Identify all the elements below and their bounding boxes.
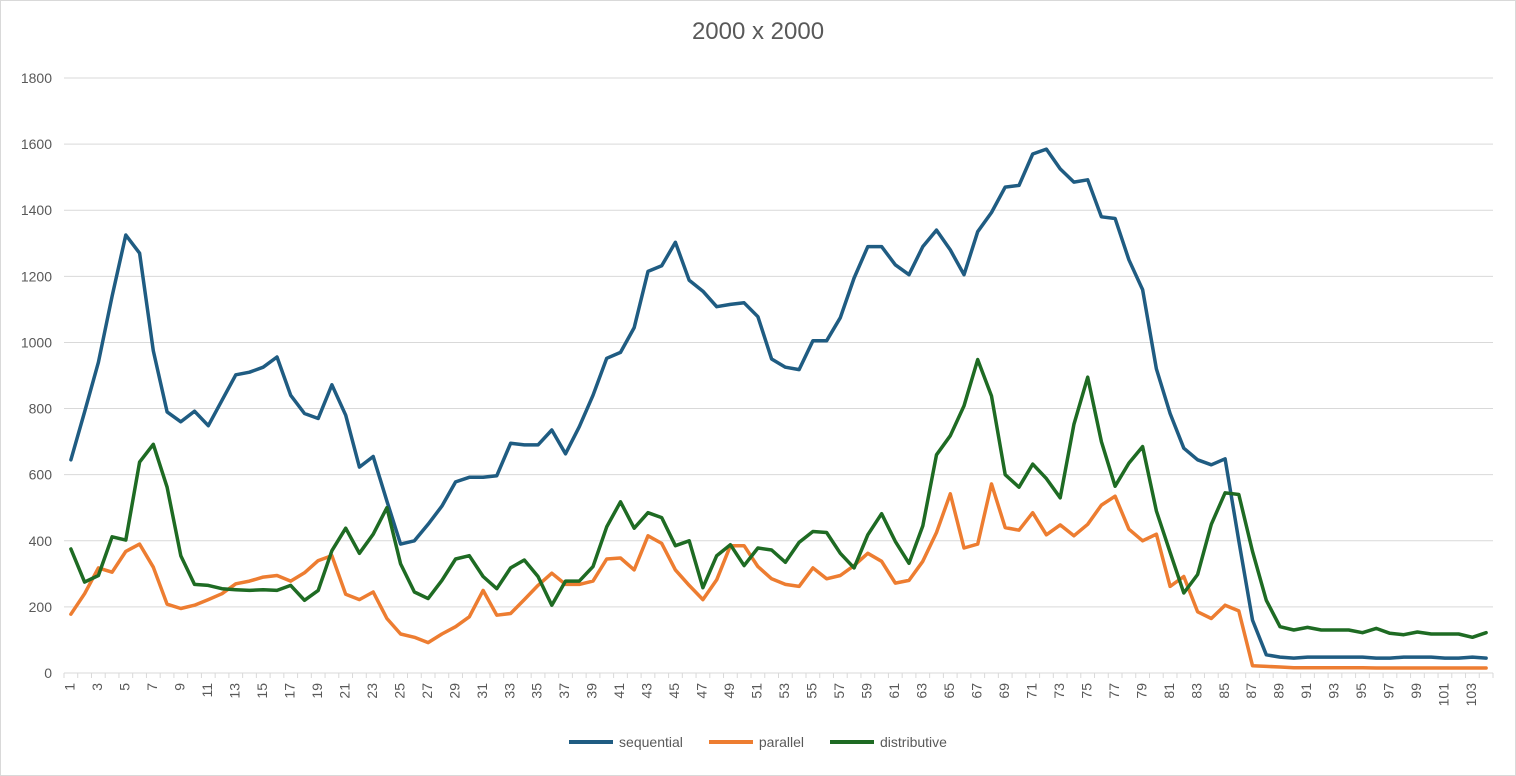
x-tick-label: 21: [336, 683, 352, 699]
x-tick-label: 43: [639, 683, 655, 699]
x-tick-label: 27: [419, 683, 435, 699]
x-tick-label: 3: [89, 683, 105, 691]
x-tick-label: 61: [886, 683, 902, 699]
x-tick-label: 45: [666, 683, 682, 699]
x-tick-label: 11: [199, 683, 215, 698]
legend: sequential parallel distributive: [0, 734, 1516, 750]
x-tick-label: 17: [281, 683, 297, 699]
x-tick-label: 93: [1326, 683, 1342, 699]
x-tick-label: 77: [1106, 683, 1122, 699]
legend-label: distributive: [880, 734, 947, 750]
y-tick-label: 1400: [21, 202, 52, 218]
legend-item-distributive: distributive: [830, 734, 947, 750]
y-tick-label: 1800: [21, 70, 52, 86]
y-tick-label: 1000: [21, 334, 52, 350]
series-line-distributive: [69, 357, 1488, 640]
legend-swatch: [708, 740, 753, 744]
y-tick-label: 1200: [21, 268, 52, 284]
x-tick-label: 53: [776, 683, 792, 699]
x-tick-label: 33: [501, 683, 517, 699]
x-tick-label: 79: [1133, 683, 1149, 699]
x-tick-label: 65: [941, 683, 957, 699]
x-tick-label: 71: [1023, 683, 1039, 699]
x-tick-label: 63: [913, 683, 929, 699]
x-tick-label: 67: [968, 683, 984, 699]
legend-label: sequential: [619, 734, 683, 750]
y-tick-label: 0: [44, 665, 52, 681]
x-tick-label: 39: [584, 683, 600, 699]
x-tick-label: 47: [694, 683, 710, 699]
x-tick-label: 23: [364, 683, 380, 699]
y-tick-label: 400: [29, 533, 53, 549]
x-tick-label: 1: [62, 683, 78, 691]
x-tick-label: 35: [529, 683, 545, 699]
legend-swatch: [830, 740, 875, 744]
x-tick-label: 99: [1408, 683, 1424, 699]
x-tick-label: 101: [1436, 683, 1452, 707]
x-tick-label: 89: [1271, 683, 1287, 699]
x-tick-label: 95: [1353, 683, 1369, 699]
x-tick-label: 19: [309, 683, 325, 699]
y-tick-label: 200: [29, 599, 53, 615]
x-tick-label: 57: [831, 683, 847, 699]
legend-label: parallel: [758, 734, 805, 750]
x-tick-label: 41: [611, 683, 627, 699]
x-tick-label: 5: [117, 683, 133, 691]
legend-swatch: [569, 740, 614, 744]
x-tick-label: 25: [391, 683, 407, 699]
x-tick-label: 97: [1381, 683, 1397, 699]
x-tick-label: 83: [1188, 683, 1204, 699]
x-tick-label: 7: [144, 683, 160, 691]
x-tick-label: 13: [226, 683, 242, 699]
x-tick-label: 81: [1161, 683, 1177, 699]
series-line-parallel: [69, 482, 1488, 670]
x-tick-label: 75: [1078, 683, 1094, 699]
x-tick-label: 49: [721, 683, 737, 699]
x-tick-label: 103: [1463, 683, 1479, 707]
x-tick-label: 29: [446, 683, 462, 699]
x-tick-label: 85: [1216, 683, 1232, 699]
series-line-sequential: [69, 147, 1488, 660]
x-tick-label: 37: [556, 683, 572, 699]
x-tick-label: 55: [804, 683, 820, 699]
legend-item-sequential: sequential: [569, 734, 683, 750]
y-tick-label: 1600: [21, 136, 52, 152]
x-tick-label: 73: [1051, 683, 1067, 699]
x-tick-label: 31: [474, 683, 490, 699]
x-tick-label: 15: [254, 683, 270, 699]
x-tick-label: 9: [171, 683, 187, 691]
chart-title: 2000 x 2000: [691, 18, 825, 45]
y-tick-label: 800: [29, 401, 53, 417]
x-tick-label: 69: [996, 683, 1012, 699]
x-tick-label: 87: [1243, 683, 1259, 699]
x-tick-label: 59: [859, 683, 875, 699]
x-tick-label: 91: [1298, 683, 1314, 699]
legend-item-parallel: parallel: [708, 734, 805, 750]
y-tick-label: 600: [29, 467, 53, 483]
x-tick-label: 51: [749, 683, 765, 699]
